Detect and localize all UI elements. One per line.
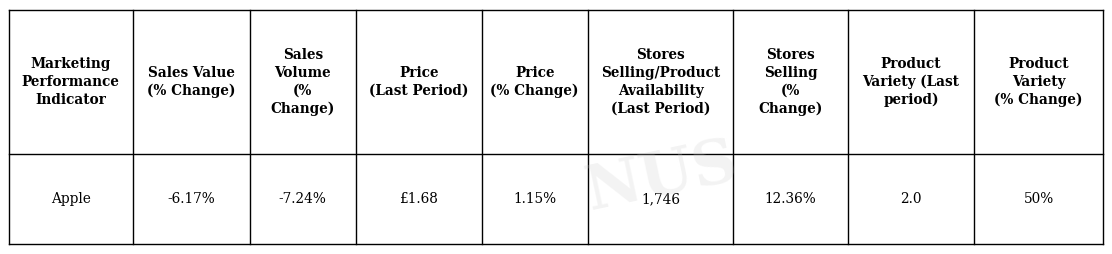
- Text: Apple: Apple: [51, 192, 91, 206]
- Text: NUS: NUS: [580, 133, 743, 223]
- Text: -6.17%: -6.17%: [167, 192, 215, 206]
- Text: Stores
Selling/Product
Availability
(Last Period): Stores Selling/Product Availability (Las…: [600, 48, 721, 116]
- Text: Product
Variety
(% Change): Product Variety (% Change): [994, 57, 1083, 107]
- Text: 12.36%: 12.36%: [765, 192, 816, 206]
- Text: £1.68: £1.68: [399, 192, 438, 206]
- Text: Marketing
Performance
Indicator: Marketing Performance Indicator: [22, 57, 120, 107]
- Text: Price
(% Change): Price (% Change): [490, 66, 579, 98]
- Text: 50%: 50%: [1023, 192, 1054, 206]
- Text: Product
Variety (Last
period): Product Variety (Last period): [863, 57, 960, 107]
- Text: 1,746: 1,746: [641, 192, 681, 206]
- Text: -7.24%: -7.24%: [279, 192, 327, 206]
- Text: Sales Value
(% Change): Sales Value (% Change): [147, 66, 236, 98]
- Text: Stores
Selling
(%
Change): Stores Selling (% Change): [758, 48, 823, 116]
- Text: 1.15%: 1.15%: [513, 192, 556, 206]
- Text: 2.0: 2.0: [901, 192, 922, 206]
- Text: Sales
Volume
(%
Change): Sales Volume (% Change): [270, 48, 335, 116]
- Text: Price
(Last Period): Price (Last Period): [369, 66, 468, 98]
